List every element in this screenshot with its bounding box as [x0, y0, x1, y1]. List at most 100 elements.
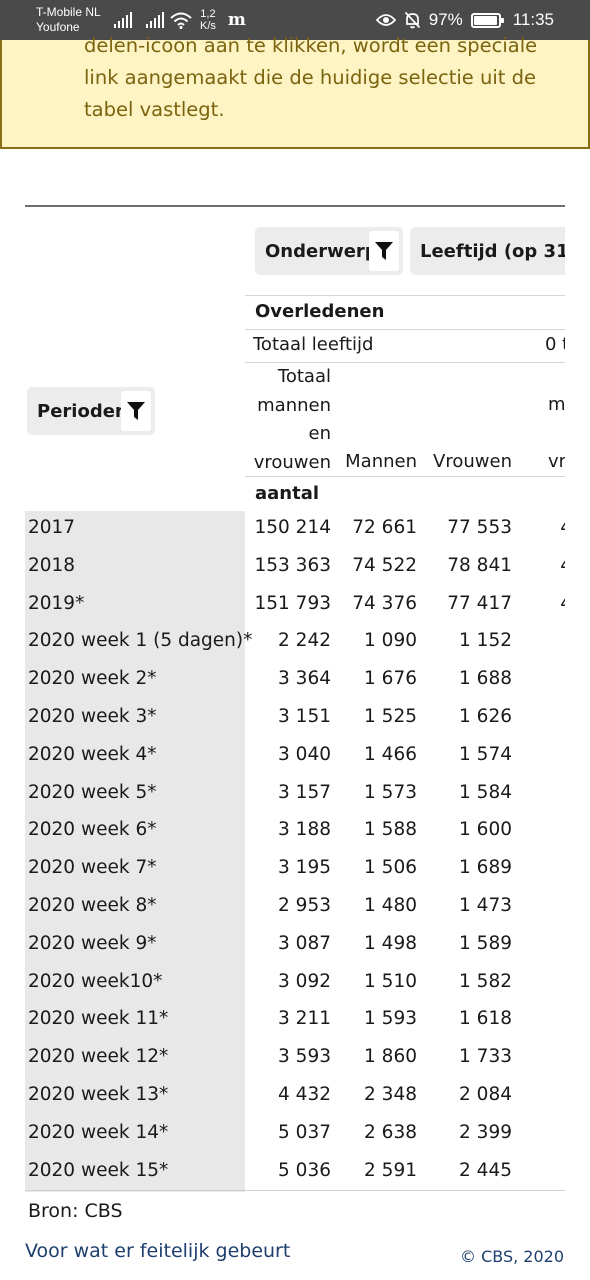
table-row: 2017 150 214 72 661 77 5534 [25, 511, 565, 549]
period-cell: 2020 week 1 (5 dagen)* [28, 630, 253, 652]
women-cell: 1 626 [459, 706, 512, 727]
men-cell: 1 860 [364, 1046, 417, 1068]
carrier-info: T-Mobile NL Youfone [36, 5, 101, 35]
signal-icon [114, 12, 132, 28]
women-cell: 2 084 [459, 1084, 512, 1105]
men-cell: 1 676 [364, 668, 417, 690]
table-row: 2020 week 14* 5 037 2 638 2 399 [25, 1116, 565, 1154]
filter-perioden-button[interactable]: Perioden [27, 387, 155, 435]
men-cell: 2 638 [364, 1121, 417, 1143]
filter-icon[interactable] [369, 231, 399, 271]
header-unit: aantal [255, 483, 320, 504]
period-cell: 2020 week 5* [28, 781, 157, 803]
table-row: 2020 week 2* 3 364 1 676 1 688 [25, 662, 565, 700]
period-cell: 2020 week 11* [28, 1008, 169, 1030]
period-cell: 2020 week 15* [28, 1159, 169, 1181]
bell-off-icon [404, 11, 420, 29]
total-cell: 3 195 [278, 857, 331, 879]
table-row: 2020 week 5* 3 157 1 573 1 584 [25, 776, 565, 814]
men-cell: 72 661 [352, 517, 417, 538]
men-cell: 2 591 [364, 1159, 417, 1181]
copyright: © CBS, 2020 [460, 1247, 564, 1266]
period-cell: 2020 week 12* [28, 1046, 169, 1068]
header-age-row: Totaal leeftijd 0 tot 65 jaar [245, 329, 565, 362]
table-row: 2020 week 3* 3 151 1 525 1 626 [25, 700, 565, 738]
women-cell: 1 689 [459, 857, 512, 879]
column-header-men: Mannen [345, 451, 417, 472]
men-cell: 1 573 [364, 781, 417, 803]
data-table[interactable]: Onderwerp Leeftijd (op 31 december) Peri… [25, 205, 565, 1192]
women-cell: 1 589 [459, 932, 512, 954]
table-row: 2020 week10* 3 092 1 510 1 582 [25, 965, 565, 1003]
filter-icon[interactable] [121, 391, 151, 431]
period-cell: 2020 week 14* [28, 1121, 169, 1143]
filter-perioden-label: Perioden [37, 400, 128, 422]
cbs-slogan-link[interactable]: Voor wat er feitelijk gebeurt [25, 1240, 291, 1262]
table-row: 2020 week 6* 3 188 1 588 1 600 [25, 813, 565, 851]
source-note: Bron: CBS [28, 1200, 123, 1222]
men-cell: 2 348 [364, 1084, 417, 1105]
status-right-icons: 97% 11:35 [375, 8, 554, 32]
men-cell: 1 498 [364, 932, 417, 954]
filter-onderwerp-button[interactable]: Onderwerp [255, 227, 403, 275]
status-bar: T-Mobile NL Youfone 1,2 K/s m 97% 11:35 [0, 0, 590, 40]
period-cell: 2020 week 9* [28, 932, 157, 954]
battery-icon [470, 12, 504, 28]
table-row: 2020 week 9* 3 087 1 498 1 589 [25, 927, 565, 965]
next-age-cell: 4 [512, 593, 565, 614]
men-cell: 1 506 [364, 857, 417, 879]
eye-icon [375, 14, 396, 26]
app-notification-icon: m [227, 10, 246, 30]
men-cell: 1 090 [364, 630, 417, 652]
period-cell: 2019* [28, 592, 85, 614]
table-row: 2020 week 11* 3 211 1 593 1 618 [25, 1002, 565, 1040]
period-cell: 2020 week 8* [28, 895, 157, 916]
column-header-total: Totaal mannen en vrouwen [253, 366, 331, 473]
header-unit-row: aantal [245, 476, 565, 511]
total-cell: 5 037 [278, 1121, 331, 1143]
total-cell: 2 953 [278, 895, 331, 916]
women-cell: 2 399 [459, 1121, 512, 1143]
period-column-background [25, 511, 245, 1192]
women-cell: 77 553 [447, 517, 512, 538]
total-cell: 5 036 [278, 1159, 331, 1181]
share-info-notice: delen-icoon aan te klikken, wordt een sp… [0, 34, 590, 149]
men-cell: 1 466 [364, 743, 417, 765]
table-bottom-divider [25, 1190, 565, 1191]
header-topic: Overledenen [255, 301, 385, 322]
period-cell: 2018 [28, 554, 76, 576]
table-row: 2020 week 1 (5 dagen)* 2 242 1 090 1 152 [25, 624, 565, 662]
women-cell: 1 688 [459, 668, 512, 690]
women-cell: 1 733 [459, 1046, 512, 1068]
women-cell: 1 473 [459, 895, 512, 916]
table-row: 2020 week 7* 3 195 1 506 1 689 [25, 851, 565, 889]
men-cell: 1 510 [364, 970, 417, 992]
total-cell: 153 363 [254, 554, 331, 576]
table-row: 2020 week 8* 2 953 1 480 1 473 [25, 889, 565, 927]
filter-leeftijd-button[interactable]: Leeftijd (op 31 december) [410, 227, 565, 275]
men-cell: 1 525 [364, 706, 417, 727]
total-cell: 3 593 [278, 1046, 331, 1068]
status-left-icons: 1,2 K/s m [114, 8, 246, 32]
table-row: 2020 week 13* 4 432 2 348 2 084 [25, 1078, 565, 1116]
men-cell: 74 522 [352, 554, 417, 576]
women-cell: 77 417 [447, 592, 512, 614]
women-cell: 1 582 [459, 970, 512, 992]
period-cell: 2020 week 3* [28, 706, 157, 727]
women-cell: 1 618 [459, 1008, 512, 1030]
header-age-total: Totaal leeftijd [253, 334, 374, 355]
women-cell: 1 584 [459, 781, 512, 803]
battery-percentage: 97% [428, 10, 463, 29]
women-cell: 1 600 [459, 819, 512, 841]
total-cell: 3 087 [278, 932, 331, 954]
women-cell: 2 445 [459, 1159, 512, 1181]
total-cell: 3 364 [278, 668, 331, 690]
table-row: 2020 week 15* 5 036 2 591 2 445 [25, 1154, 565, 1192]
total-cell: 2 242 [278, 630, 331, 652]
next-age-cell: 4 [512, 555, 565, 576]
filter-onderwerp-label: Onderwerp [265, 240, 378, 262]
clock: 11:35 [512, 10, 554, 29]
total-cell: 150 214 [254, 517, 331, 538]
carrier-secondary: Youfone [36, 20, 80, 34]
column-header-women: Vrouwen [433, 451, 512, 472]
